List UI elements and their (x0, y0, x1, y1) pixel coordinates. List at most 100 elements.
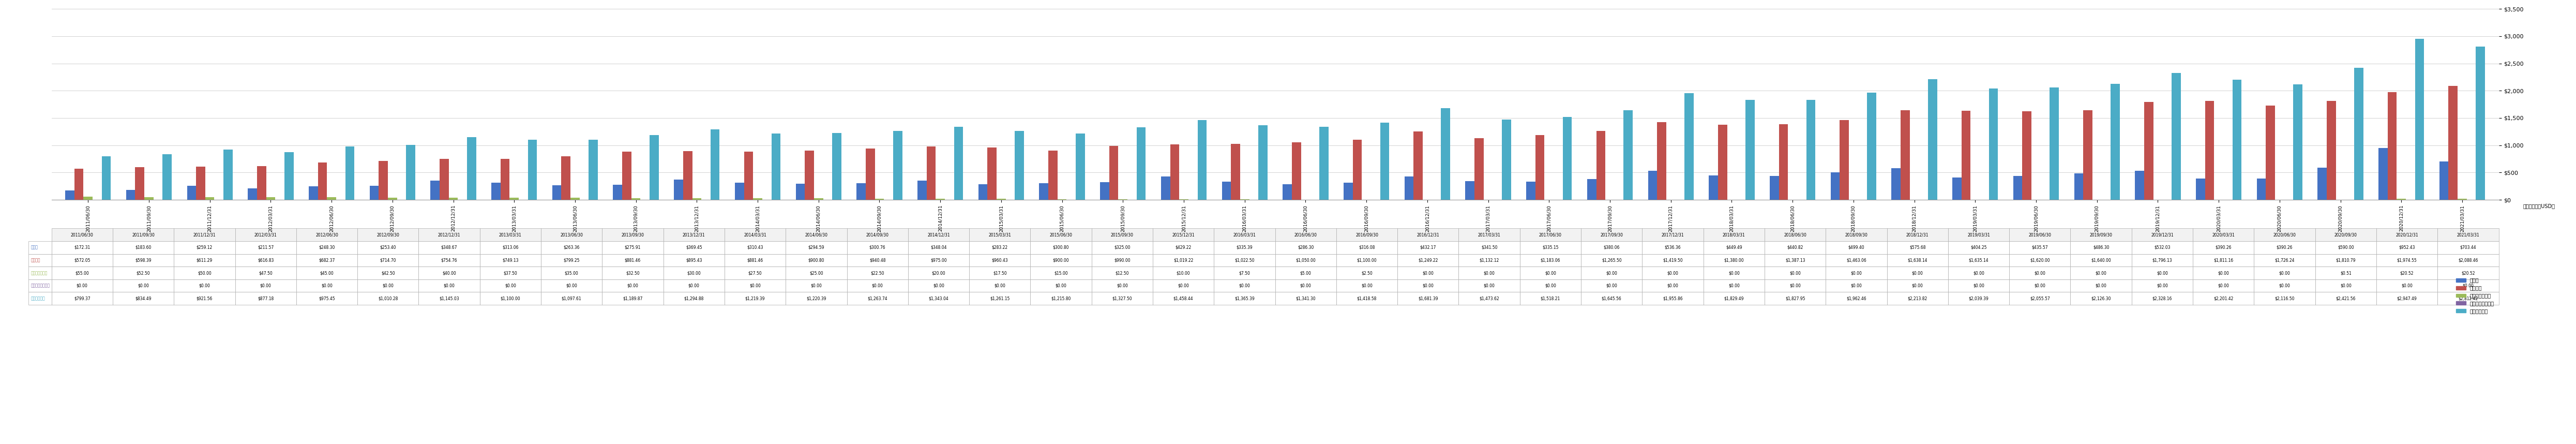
Bar (368, 186, 379, 200)
Bar (2074, 173, 2084, 200)
Bar (162, 154, 173, 200)
Bar (2136, 171, 2143, 200)
Bar (1198, 120, 1206, 200)
Bar (2267, 106, 2275, 200)
Bar (2354, 67, 2362, 200)
Bar (134, 167, 144, 200)
Bar (1623, 110, 1633, 200)
Bar (188, 186, 196, 200)
Bar (2326, 101, 2336, 200)
Bar (82, 197, 93, 200)
Bar (1291, 143, 1301, 200)
Bar (265, 197, 276, 200)
Bar (1077, 134, 1084, 200)
Bar (866, 148, 876, 200)
Bar (430, 181, 440, 200)
Bar (752, 198, 762, 200)
Bar (693, 198, 701, 200)
Bar (876, 198, 884, 200)
Bar (345, 147, 355, 200)
Bar (2388, 92, 2396, 200)
Bar (2257, 178, 2267, 200)
Bar (796, 184, 804, 200)
Bar (2195, 178, 2205, 200)
Bar (2476, 46, 2486, 200)
Bar (1718, 124, 1726, 200)
Bar (935, 199, 945, 200)
Bar (2378, 148, 2388, 200)
Bar (1404, 176, 1414, 200)
Bar (258, 166, 265, 200)
Bar (1525, 182, 1535, 200)
Bar (2396, 198, 2406, 200)
Bar (1780, 124, 1788, 200)
Bar (1587, 179, 1597, 200)
Bar (2110, 84, 2120, 200)
Bar (327, 197, 335, 200)
Bar (1747, 100, 1754, 200)
Bar (510, 198, 518, 200)
Bar (623, 152, 631, 200)
Bar (2458, 198, 2468, 200)
Bar (997, 199, 1005, 200)
Bar (500, 159, 510, 200)
Bar (770, 133, 781, 200)
Bar (987, 147, 997, 200)
Bar (2233, 80, 2241, 200)
Bar (466, 137, 477, 200)
Bar (1352, 140, 1363, 200)
Bar (206, 197, 214, 200)
Bar (675, 180, 683, 200)
Bar (144, 197, 155, 200)
Bar (2293, 84, 2303, 200)
Bar (2143, 102, 2154, 200)
Bar (927, 147, 935, 200)
Bar (953, 127, 963, 200)
Bar (528, 140, 536, 200)
Bar (613, 185, 623, 200)
Bar (1038, 183, 1048, 200)
Bar (2450, 86, 2458, 200)
Bar (247, 188, 258, 200)
Bar (1319, 127, 1329, 200)
Bar (1597, 131, 1605, 200)
Bar (2050, 87, 2058, 200)
Bar (1345, 182, 1352, 200)
Bar (917, 181, 927, 200)
Bar (1953, 178, 1960, 200)
Bar (1770, 176, 1780, 200)
Bar (2416, 39, 2424, 200)
Bar (1927, 79, 1937, 200)
Bar (1162, 176, 1170, 200)
Bar (1440, 108, 1450, 200)
Bar (1989, 88, 1999, 200)
Bar (1564, 117, 1571, 200)
Bar (649, 135, 659, 200)
Bar (1260, 125, 1267, 200)
Bar (1118, 199, 1128, 200)
Bar (832, 133, 842, 200)
Bar (1832, 173, 1839, 200)
Bar (100, 156, 111, 200)
Bar (1891, 168, 1901, 200)
Bar (224, 150, 232, 200)
Bar (1685, 93, 1692, 200)
Bar (1806, 100, 1816, 200)
Bar (1708, 175, 1718, 200)
Bar (1100, 182, 1110, 200)
Bar (744, 152, 752, 200)
Bar (1048, 151, 1059, 200)
Bar (804, 151, 814, 200)
Bar (440, 159, 448, 200)
Bar (389, 198, 397, 200)
Bar (379, 161, 389, 200)
Bar (1283, 184, 1291, 200)
Bar (317, 163, 327, 200)
Bar (711, 129, 719, 200)
Bar (1381, 123, 1388, 200)
Bar (562, 156, 569, 200)
Bar (1649, 170, 1656, 200)
Bar (1015, 131, 1025, 200)
Bar (1231, 144, 1239, 200)
Bar (814, 198, 824, 200)
